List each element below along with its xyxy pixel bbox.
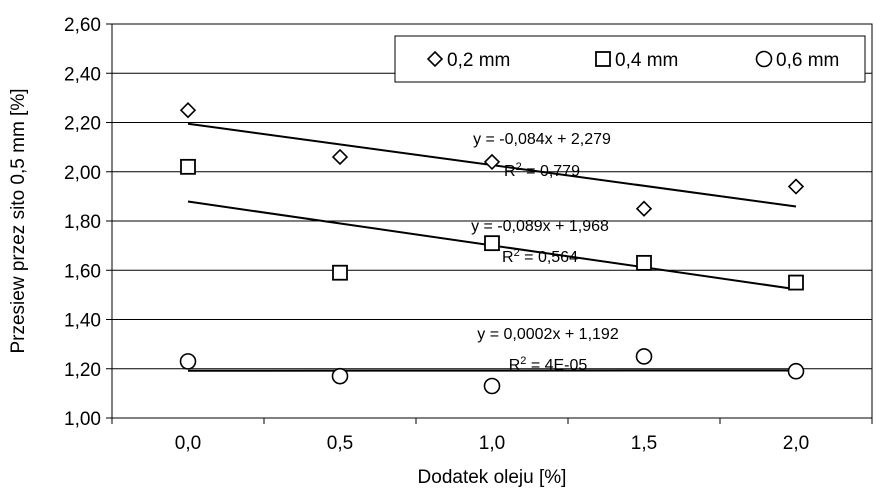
x-tick-label: 1,0	[479, 433, 505, 454]
trendline-equations: y = -0,084x + 2,279 R2 = 0,779 y = -0,089x…	[471, 131, 619, 374]
legend-circle-icon	[755, 50, 773, 68]
y-tick-label: 2,20	[64, 114, 101, 135]
r-squared-label: R2 = 0,564	[502, 247, 578, 266]
y-tick-label: 1,80	[64, 212, 101, 233]
circle-marker	[483, 377, 501, 395]
trendline-equation: y = 0,0002x + 1,192	[477, 326, 619, 343]
trendline-equation: y = -0,084x + 2,279	[473, 131, 611, 148]
x-tick-label: 1,5	[631, 433, 657, 454]
x-tick-labels: 0,0 0,5 1,0 1,5 2,0	[175, 433, 809, 454]
x-tick-label: 0,5	[327, 433, 353, 454]
y-tick-label: 2,60	[64, 15, 101, 36]
diamond-marker	[483, 153, 501, 171]
x-axis-label: Dodatek oleju [%]	[418, 467, 567, 488]
legend-square-icon	[595, 51, 611, 67]
x-tick-label: 0,0	[175, 433, 201, 454]
r-squared-label: R2 = 0,779	[504, 161, 580, 180]
circle-marker	[635, 348, 653, 365]
square-marker	[636, 254, 652, 271]
y-axis-label: Przesiew przez sito 0,5 mm [%]	[8, 88, 29, 353]
square-marker	[332, 264, 348, 281]
r-squared-label: R2 = 4E-05	[509, 355, 588, 374]
legend: 0,2 mm 0,4 mm 0,6 mm	[394, 35, 866, 83]
circle-marker	[331, 367, 349, 385]
x-tick-label: 2,0	[783, 433, 809, 454]
data-markers	[179, 102, 805, 395]
diamond-marker	[179, 102, 197, 119]
circle-marker	[179, 353, 197, 370]
legend-box	[394, 35, 866, 83]
y-tick-label: 1,00	[64, 409, 101, 430]
diamond-marker	[787, 178, 805, 195]
diamond-marker	[331, 148, 349, 166]
legend-label: 0,4 mm	[615, 50, 678, 71]
square-marker	[484, 235, 500, 252]
y-tick-label: 1,40	[64, 311, 101, 332]
y-tick-label: 2,00	[64, 163, 101, 184]
trendline-equation: y = -0,089x + 1,968	[471, 218, 609, 235]
diamond-marker	[635, 200, 653, 217]
square-marker	[180, 158, 196, 175]
y-tick-label: 1,60	[64, 261, 101, 282]
square-marker	[788, 274, 804, 291]
legend-label: 0,2 mm	[447, 50, 510, 71]
plot-frame	[111, 23, 873, 419]
y-tick-label: 2,40	[64, 64, 101, 85]
circle-marker	[787, 362, 805, 380]
legend-label: 0,6 mm	[776, 50, 839, 71]
legend-diamond-icon	[426, 50, 444, 68]
y-tick-label: 1,20	[64, 360, 101, 381]
axes	[106, 23, 873, 424]
y-tick-labels: 1,00 1,20 1,40 1,60 1,80 2,00 2,20 2,40 2,60	[64, 15, 101, 430]
